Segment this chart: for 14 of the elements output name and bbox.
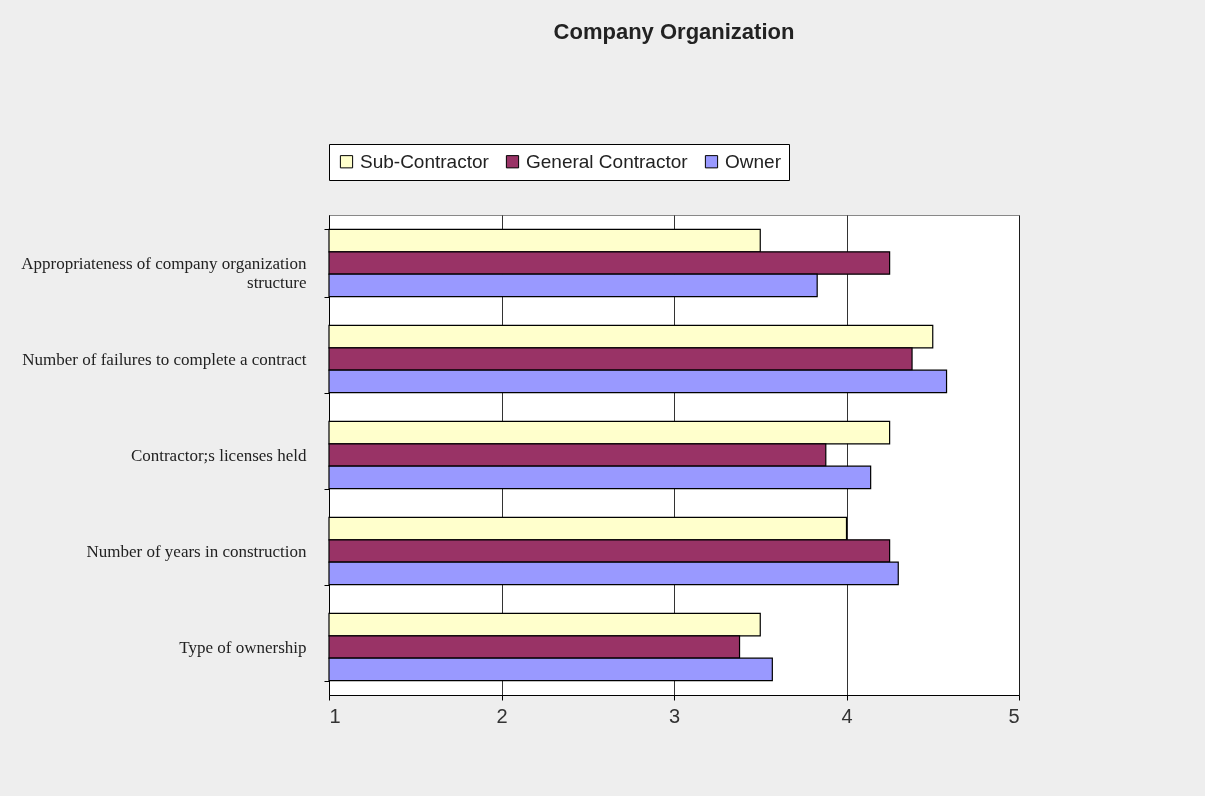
- legend-label: General Contractor: [526, 150, 689, 172]
- x-tick-label: 4: [841, 704, 853, 727]
- y-tick-label: Number of years in construction: [86, 541, 307, 561]
- y-tick-label: Contractor;s licenses held: [130, 445, 307, 465]
- x-tick-label: 5: [1008, 704, 1020, 727]
- y-tick-label: Number of failures to complete a contract: [22, 349, 307, 369]
- x-tick-label: 1: [329, 704, 341, 727]
- x-tick-label: 2: [496, 704, 508, 727]
- y-tick-label: Type of ownership: [179, 637, 307, 657]
- x-tick-label: 3: [668, 704, 681, 727]
- chart-title: Company Organization: [553, 18, 795, 44]
- y-tick-label: Appropriateness of company organization structure: [21, 253, 307, 292]
- legend-label: Owner: [725, 150, 782, 172]
- legend-label: Sub-Contractor: [360, 150, 490, 172]
